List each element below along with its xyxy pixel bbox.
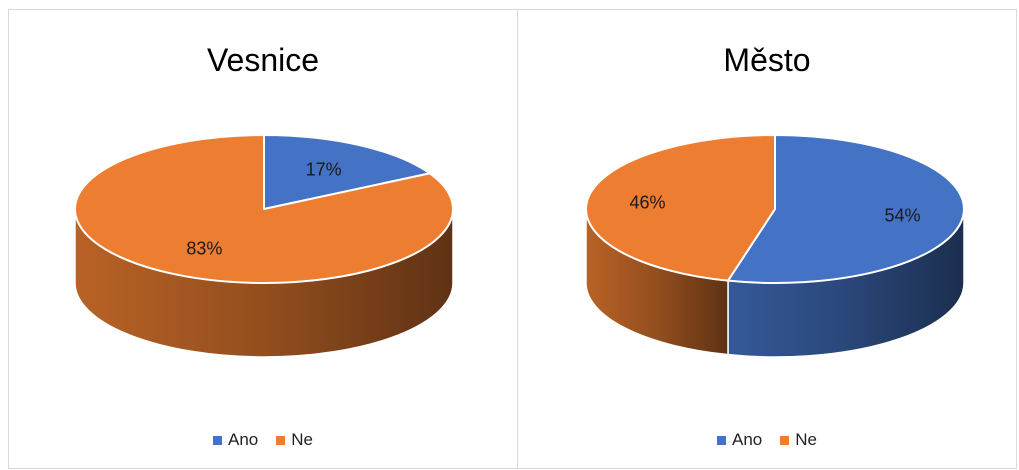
legend-item-ano: Ano xyxy=(717,430,762,450)
data-label-ano: 17% xyxy=(306,160,342,180)
legend-swatch-ano xyxy=(717,435,726,445)
legend-label-ano: Ano xyxy=(228,430,259,449)
pie-slice-ne xyxy=(74,134,454,284)
data-label-ne: 83% xyxy=(186,238,222,258)
data-label-ano: 54% xyxy=(884,205,920,225)
chart-title-vesnice: Vesnice xyxy=(206,42,320,78)
pie-slice-ano xyxy=(263,134,431,210)
legend-swatch-ne xyxy=(276,435,286,445)
legend-swatch-ne xyxy=(780,435,790,445)
legend-swatch-ano xyxy=(213,435,222,445)
legend-mesto: Ano Ne xyxy=(518,430,1016,450)
legend-label-ne: Ne xyxy=(291,430,313,449)
data-label-ne: 46% xyxy=(629,193,665,213)
legend-item-ne: Ne xyxy=(276,430,313,450)
legend-label-ano: Ano xyxy=(732,430,763,449)
pie-slice-ne xyxy=(585,134,776,282)
legend-item-ne: Ne xyxy=(780,430,817,450)
pie-chart-mesto: 54% 46% xyxy=(585,134,965,358)
chart-panel-vesnice: Vesnice 17% 83% Ano Ne xyxy=(8,9,518,469)
legend-item-ano: Ano xyxy=(213,430,258,450)
legend-vesnice: Ano Ne xyxy=(9,430,517,450)
pie-chart-vesnice: 17% 83% xyxy=(74,134,454,358)
chart-panel-mesto: Město 54% 46% Ano Ne xyxy=(517,9,1017,469)
legend-label-ne: Ne xyxy=(795,430,817,449)
chart-title-mesto: Město xyxy=(723,42,811,78)
pie-slice-ano xyxy=(726,134,965,284)
